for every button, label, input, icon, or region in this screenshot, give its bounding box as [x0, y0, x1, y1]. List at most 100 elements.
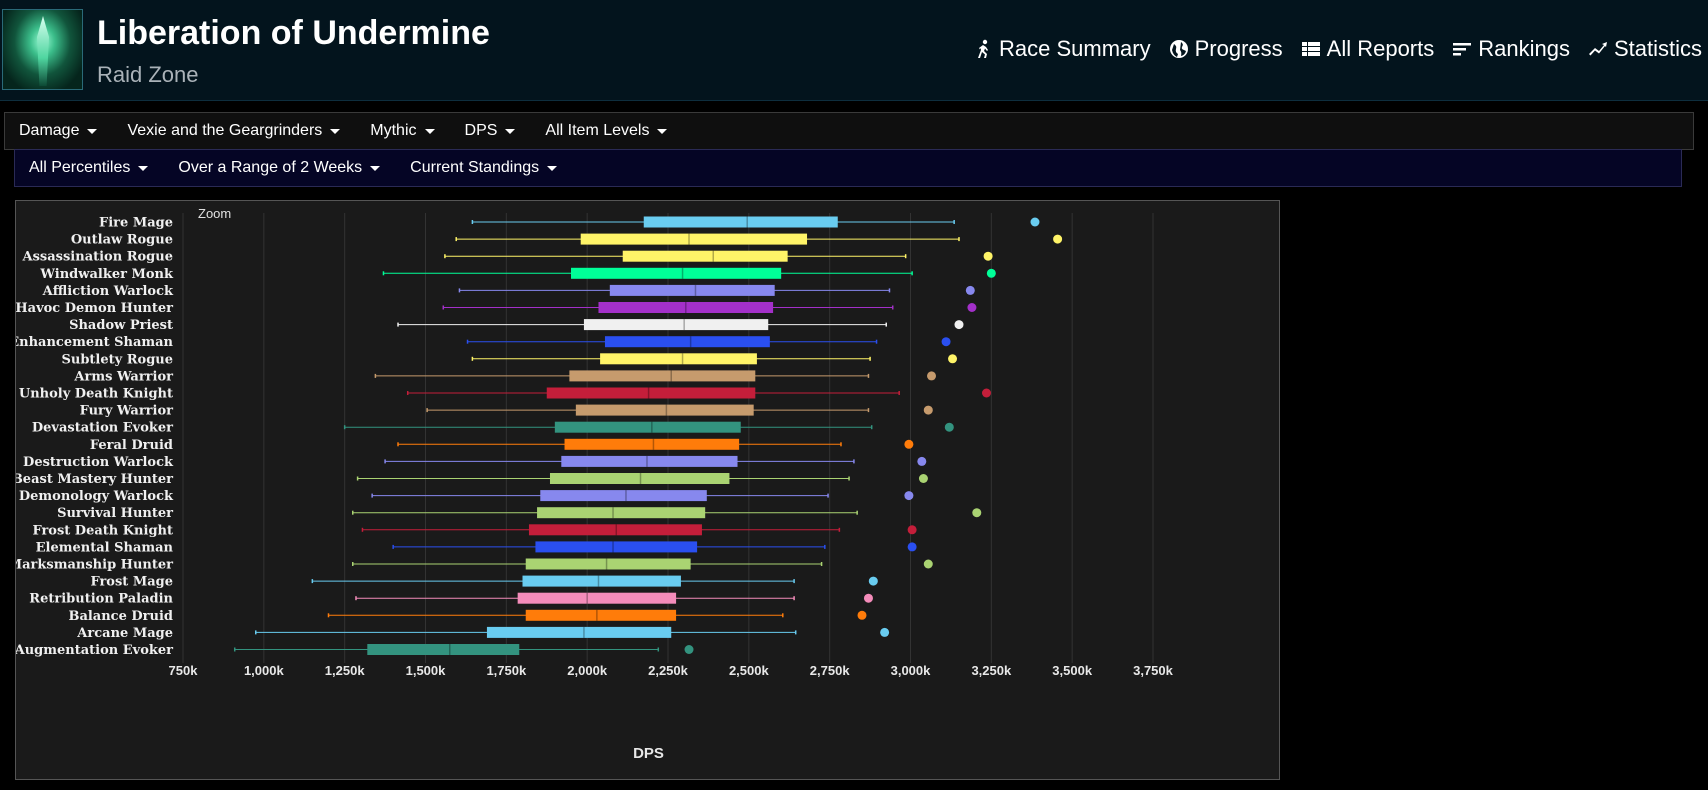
filter-label: Mythic — [370, 122, 417, 139]
x-tick-label: 1,000k — [244, 663, 285, 678]
outlier-point — [972, 508, 982, 518]
box — [517, 592, 677, 604]
x-tick-label: 2,000k — [567, 663, 608, 678]
box — [604, 336, 770, 348]
outlier-point — [857, 610, 867, 620]
series-label: Affliction Warlock — [42, 284, 174, 299]
zoom-label[interactable]: Zoom — [198, 206, 232, 221]
filter-difficulty-dropdown[interactable]: Mythic — [370, 122, 435, 140]
outlier-point — [981, 388, 991, 398]
x-axis-title: DPS — [633, 745, 664, 762]
outlier-point — [1053, 234, 1063, 244]
x-tick-label: 3,250k — [971, 663, 1012, 678]
box — [367, 644, 520, 655]
outlier-point — [965, 285, 975, 295]
box — [609, 284, 775, 296]
nav-label: Statistics — [1613, 36, 1702, 61]
runner-icon — [978, 39, 989, 58]
filter-label: Vexie and the Geargrinders — [127, 122, 323, 139]
series-label: Arcane Mage — [76, 626, 173, 641]
box — [522, 575, 681, 587]
caret-down-icon — [87, 128, 98, 134]
series-label: Devastation Evoker — [32, 421, 173, 436]
box — [535, 541, 698, 553]
outlier-point — [923, 405, 933, 415]
filter-boss-dropdown[interactable]: Vexie and the Geargrinders — [127, 122, 341, 140]
outlier-point — [983, 251, 993, 261]
box — [598, 302, 774, 313]
series-label: Havoc Demon Hunter — [16, 301, 173, 316]
x-tick-label: 3,500k — [1052, 663, 1093, 678]
box — [554, 421, 741, 433]
box — [549, 473, 730, 484]
nav-progress[interactable]: Progress — [1169, 36, 1283, 62]
nav-all-reports[interactable]: All Reports — [1301, 36, 1435, 62]
box — [622, 250, 788, 262]
filter-label: All Item Levels — [545, 122, 650, 139]
series-label: Frost Death Knight — [32, 523, 173, 538]
series-label: Destruction Warlock — [23, 455, 174, 470]
outlier-point — [986, 268, 996, 278]
caret-down-icon — [138, 165, 149, 171]
nav-label: Rankings — [1478, 36, 1570, 61]
box — [580, 233, 808, 245]
box — [564, 438, 740, 450]
box — [561, 455, 738, 467]
filter-role-dropdown[interactable]: DPS — [465, 122, 516, 140]
nav-label: All Reports — [1326, 36, 1435, 61]
x-tick-label: 2,250k — [648, 663, 689, 678]
outlier-point — [917, 456, 927, 466]
outlier-point — [944, 422, 954, 432]
chart-panel: Zoom 750k 1,000k 1,250k 1,500k 1,750k 2,000k 2… — [15, 200, 1280, 780]
caret-down-icon — [547, 165, 558, 171]
box — [583, 319, 769, 331]
page-header: Liberation of Undermine Raid Zone Race S… — [0, 0, 1708, 101]
series-label: Fire Mage — [99, 216, 173, 231]
series-label: Unholy Death Knight — [19, 387, 173, 402]
nav-race-summary[interactable]: Race Summary — [973, 36, 1151, 62]
series-label: Subtlety Rogue — [61, 352, 173, 367]
filter-percentile-dropdown[interactable]: All Percentiles — [29, 159, 149, 177]
series-label: Assassination Rogue — [22, 250, 173, 265]
series-label: Demonology Warlock — [19, 489, 174, 504]
box — [600, 353, 757, 365]
bars-icon — [1453, 43, 1472, 56]
caret-down-icon — [505, 128, 516, 134]
outlier-point — [1030, 217, 1040, 227]
series-label: Elemental Shaman — [36, 540, 174, 555]
filter-timeframe-dropdown[interactable]: Over a Range of 2 Weeks — [178, 159, 381, 177]
filter-label: Over a Range of 2 Weeks — [178, 159, 363, 176]
x-tick-label: 3,000k — [891, 663, 932, 678]
x-tick-label: 1,250k — [325, 663, 366, 678]
outlier-point — [880, 627, 890, 637]
list-icon — [1301, 42, 1320, 56]
box — [525, 609, 677, 621]
nav-label: Progress — [1194, 36, 1283, 61]
x-tick-label: 3,750k — [1133, 663, 1174, 678]
globe-icon — [1169, 40, 1188, 58]
filter-standings-dropdown[interactable]: Current Standings — [410, 159, 558, 177]
filter-item-level-dropdown[interactable]: All Item Levels — [545, 122, 668, 140]
caret-down-icon — [657, 128, 668, 134]
box — [537, 507, 706, 519]
filter-bar-secondary: All Percentiles Over a Range of 2 Weeks … — [14, 149, 1682, 187]
box — [546, 387, 756, 399]
outlier-point — [918, 474, 928, 483]
outlier-point — [863, 593, 873, 603]
outlier-point — [907, 525, 917, 535]
series-label: Augmentation Evoker — [16, 643, 173, 658]
outlier-point — [954, 320, 964, 330]
outlier-point — [907, 542, 917, 552]
nav-rankings[interactable]: Rankings — [1452, 36, 1570, 62]
trend-icon — [1588, 42, 1607, 56]
caret-down-icon — [370, 165, 381, 171]
filter-metric-dropdown[interactable]: Damage — [19, 122, 98, 140]
x-tick-label: 1,500k — [406, 663, 447, 678]
series-label: Windwalker Monk — [39, 267, 174, 282]
box — [528, 524, 702, 536]
outlier-point — [684, 645, 694, 654]
outlier-point — [967, 303, 977, 312]
nav-statistics[interactable]: Statistics — [1588, 36, 1702, 62]
top-nav: Race Summary Progress All Reports Rankin… — [973, 36, 1702, 62]
outlier-point — [923, 559, 933, 569]
